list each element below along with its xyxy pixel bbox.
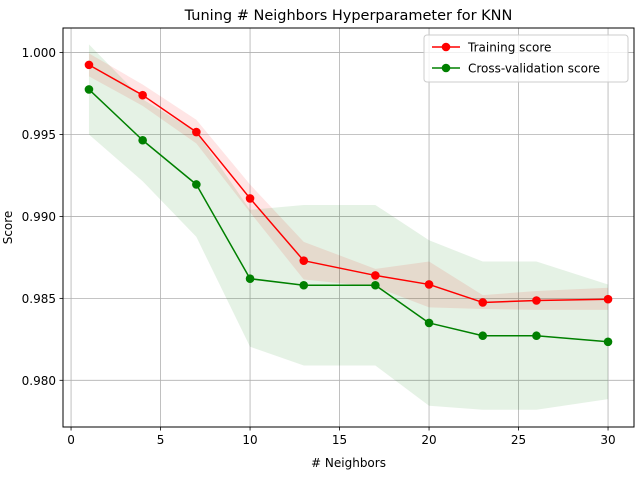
grid bbox=[63, 28, 634, 427]
data-point-series-1 bbox=[532, 331, 541, 341]
data-point-series-0 bbox=[299, 256, 309, 265]
data-point-series-0 bbox=[245, 194, 255, 203]
legend-box bbox=[423, 34, 629, 83]
data-point-series-1 bbox=[424, 318, 434, 328]
data-point-series-1 bbox=[478, 331, 488, 341]
legend-label-1: Cross-validation score bbox=[468, 62, 600, 76]
legend-label-0: Training score bbox=[467, 41, 551, 55]
x-tick-label: 0 bbox=[67, 433, 75, 447]
y-tick-label: 0.990 bbox=[22, 210, 56, 224]
x-tick-label: 10 bbox=[242, 433, 257, 447]
data-point-series-0 bbox=[603, 294, 613, 304]
data-point-series-1 bbox=[245, 274, 255, 284]
x-tick-label: 5 bbox=[157, 433, 165, 447]
data-point-series-0 bbox=[84, 60, 94, 70]
data-point-series-0 bbox=[478, 298, 488, 307]
plot-frame bbox=[62, 27, 635, 428]
data-point-series-0 bbox=[371, 271, 380, 280]
chart-title: Tuning # Neighbors Hyperparameter for KN… bbox=[184, 8, 513, 24]
x-tick-label: 25 bbox=[511, 433, 526, 447]
data-point-series-0 bbox=[424, 280, 434, 289]
series-line-1 bbox=[88, 88, 609, 343]
data-point-series-1 bbox=[371, 280, 380, 290]
y-tick-label: 0.980 bbox=[22, 374, 56, 388]
series-line-0 bbox=[88, 64, 609, 304]
data-point-series-0 bbox=[532, 296, 541, 305]
data-point-series-1 bbox=[603, 337, 613, 347]
legend-marker-1 bbox=[441, 63, 451, 73]
legend-marker-0 bbox=[441, 42, 451, 52]
confidence-band-series-1 bbox=[88, 44, 609, 410]
data-point-series-1 bbox=[192, 180, 201, 189]
x-tick-label: 20 bbox=[421, 433, 436, 447]
data-point-series-1 bbox=[138, 135, 147, 145]
y-tick-label: 1.000 bbox=[22, 46, 56, 60]
data-point-series-0 bbox=[192, 127, 201, 137]
data-point-series-1 bbox=[84, 85, 94, 94]
data-point-series-0 bbox=[138, 90, 147, 100]
axis-ticks: 0 5 10 15 20 25 30 0.980 0.985 0.990 0.995 1.000 bbox=[22, 46, 616, 447]
y-tick-label: 0.995 bbox=[22, 128, 56, 142]
data-point-series-1 bbox=[299, 280, 309, 290]
series-markers bbox=[84, 60, 613, 347]
confidence-bands bbox=[88, 44, 609, 410]
y-axis-label: Score bbox=[1, 211, 15, 245]
y-tick-label: 0.985 bbox=[22, 292, 56, 306]
series-lines bbox=[88, 64, 609, 343]
x-axis-label: # Neighbors bbox=[311, 456, 386, 470]
legend: Training score Cross-validation score bbox=[423, 34, 629, 83]
x-tick-label: 15 bbox=[332, 433, 347, 447]
x-tick-label: 30 bbox=[600, 433, 615, 447]
